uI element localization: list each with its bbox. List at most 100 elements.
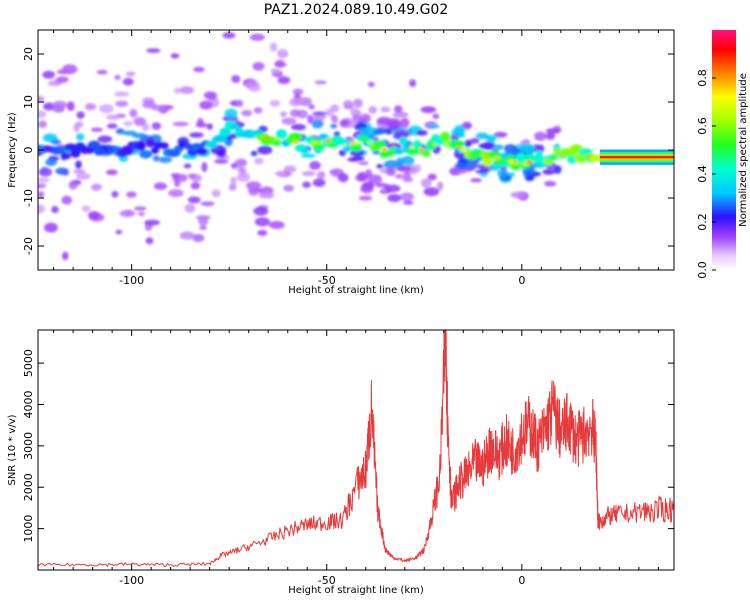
spectral-blob	[283, 184, 295, 192]
spectral-blob	[43, 102, 55, 111]
spectral-peak	[507, 159, 514, 164]
spectral-blob	[62, 251, 69, 261]
spectral-blob	[115, 229, 123, 235]
spectral-blob	[301, 171, 316, 177]
spectral-blob	[427, 173, 437, 181]
spectral-blob	[50, 139, 62, 145]
spectral-blob	[214, 134, 228, 143]
spectral-blob	[387, 194, 402, 203]
spectral-blob	[336, 138, 348, 145]
spectral-blob	[91, 183, 103, 191]
spectral-blob	[308, 104, 315, 110]
x-tick-label: -100	[119, 574, 144, 587]
spectral-blob	[422, 150, 431, 157]
spectral-blob	[145, 237, 154, 245]
spectral-blob	[481, 157, 494, 167]
spectral-blob	[542, 169, 555, 175]
spectral-blob	[111, 190, 119, 198]
spectral-blob	[291, 97, 303, 104]
spectral-blob	[470, 178, 482, 183]
spectral-blob	[98, 104, 114, 114]
spectral-blob	[253, 107, 263, 114]
y-tick-label: 3000	[22, 432, 35, 460]
spectral-blob	[115, 128, 125, 135]
spectral-blob	[524, 176, 535, 182]
spectral-blob	[76, 173, 91, 180]
spectral-blob	[401, 155, 415, 166]
spectral-blob	[462, 121, 472, 130]
spectral-blob	[75, 133, 85, 141]
spectral-blob	[312, 178, 326, 187]
spectral-peak	[353, 140, 360, 145]
spectral-blob	[88, 140, 101, 149]
spectral-blob	[518, 143, 535, 153]
spectral-blob	[330, 123, 338, 129]
spectral-peak	[418, 147, 425, 152]
spectral-blob	[393, 148, 405, 155]
spectral-peak	[292, 140, 299, 145]
spectral-blob	[106, 123, 118, 129]
spectral-blob	[114, 91, 130, 97]
spectral-blob	[312, 143, 326, 151]
spectral-blob	[252, 61, 265, 71]
spectral-peak	[315, 140, 322, 145]
y-tick-label: -20	[22, 237, 35, 255]
spectral-blob	[172, 121, 189, 127]
spectral-blob	[376, 116, 392, 126]
spectral-blob	[44, 222, 58, 233]
spectral-blob	[38, 190, 45, 199]
spectral-peak	[592, 154, 599, 159]
spectral-blob	[56, 76, 69, 83]
spectral-blob	[469, 160, 477, 170]
spectral-blob	[475, 132, 489, 140]
spectral-blob	[52, 105, 65, 113]
spectral-blob	[365, 127, 380, 137]
spectral-blob	[373, 140, 387, 148]
spectral-blob	[205, 91, 218, 101]
spectral-blob	[330, 104, 340, 113]
spectral-blob	[200, 201, 215, 207]
spectral-peak	[512, 161, 519, 165]
spectral-blob	[47, 81, 55, 86]
spectral-blob	[413, 140, 422, 150]
spectral-blob	[125, 71, 136, 77]
spectral-blob	[192, 233, 205, 243]
spectral-blob	[432, 113, 440, 119]
spectral-blob	[269, 99, 281, 107]
spectral-blob	[250, 150, 258, 157]
spectral-blob	[300, 153, 316, 158]
x-tick-label: -50	[318, 274, 336, 287]
spectral-blob	[189, 132, 204, 138]
spectral-blob	[66, 101, 75, 112]
spectral-blob	[184, 203, 196, 213]
spectral-blob	[158, 156, 173, 163]
figure-title: PAZ1.2024.089.10.49.G02	[264, 2, 449, 18]
spectrogram-xlabel: Height of straight line (km)	[288, 285, 424, 296]
spectral-blob	[38, 95, 45, 103]
spectral-blob	[396, 157, 404, 168]
colorbar-tick-label: 0.2	[696, 213, 709, 231]
spectral-blob	[228, 183, 237, 191]
spectral-blob	[399, 192, 414, 202]
spectral-blob	[145, 138, 156, 148]
spectral-blob	[290, 123, 307, 131]
x-tick-label: 0	[518, 574, 525, 587]
colorbar-tick-label: 0.6	[696, 117, 709, 135]
spectral-blob	[45, 158, 57, 166]
spectral-blob	[68, 180, 78, 190]
x-tick-label: -100	[119, 274, 144, 287]
spectral-blob	[515, 153, 525, 164]
y-tick-label: 0	[22, 147, 35, 154]
spectral-blob	[464, 139, 472, 148]
spectral-blob	[402, 200, 414, 205]
spectral-blob	[254, 217, 270, 227]
spectral-peak	[526, 160, 533, 165]
spectrogram-blobs	[38, 32, 601, 261]
spectral-blob	[290, 109, 301, 118]
snr-frame	[37, 329, 675, 571]
spectral-blob	[350, 142, 362, 152]
spectral-blob	[75, 121, 84, 128]
spectral-blob	[193, 66, 205, 73]
spectral-blob	[451, 128, 465, 136]
